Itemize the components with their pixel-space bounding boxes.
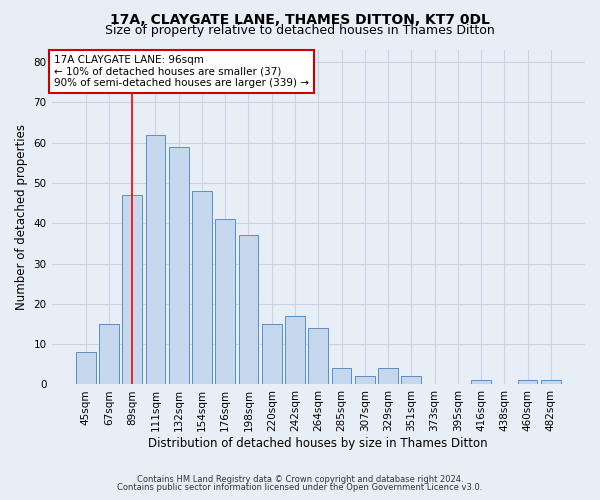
Bar (239, 236, 259, 384)
Bar (76, 352, 95, 384)
Bar (262, 324, 281, 384)
Bar (541, 380, 561, 384)
Bar (308, 328, 328, 384)
Bar (471, 380, 491, 384)
Bar (99, 324, 119, 384)
Bar (122, 195, 142, 384)
Bar (378, 368, 398, 384)
Bar (518, 380, 538, 384)
Bar (192, 191, 212, 384)
Bar (401, 376, 421, 384)
Bar (285, 316, 305, 384)
Bar (332, 368, 352, 384)
X-axis label: Distribution of detached houses by size in Thames Ditton: Distribution of detached houses by size … (148, 437, 488, 450)
Y-axis label: Number of detached properties: Number of detached properties (15, 124, 28, 310)
Bar (355, 376, 374, 384)
Bar (146, 134, 166, 384)
Text: Contains HM Land Registry data © Crown copyright and database right 2024.: Contains HM Land Registry data © Crown c… (137, 475, 463, 484)
Bar (169, 146, 188, 384)
Text: 17A CLAYGATE LANE: 96sqm
← 10% of detached houses are smaller (37)
90% of semi-d: 17A CLAYGATE LANE: 96sqm ← 10% of detach… (54, 55, 309, 88)
Bar (215, 219, 235, 384)
Text: Size of property relative to detached houses in Thames Ditton: Size of property relative to detached ho… (105, 24, 495, 37)
Text: 17A, CLAYGATE LANE, THAMES DITTON, KT7 0DL: 17A, CLAYGATE LANE, THAMES DITTON, KT7 0… (110, 12, 490, 26)
Text: Contains public sector information licensed under the Open Government Licence v3: Contains public sector information licen… (118, 484, 482, 492)
